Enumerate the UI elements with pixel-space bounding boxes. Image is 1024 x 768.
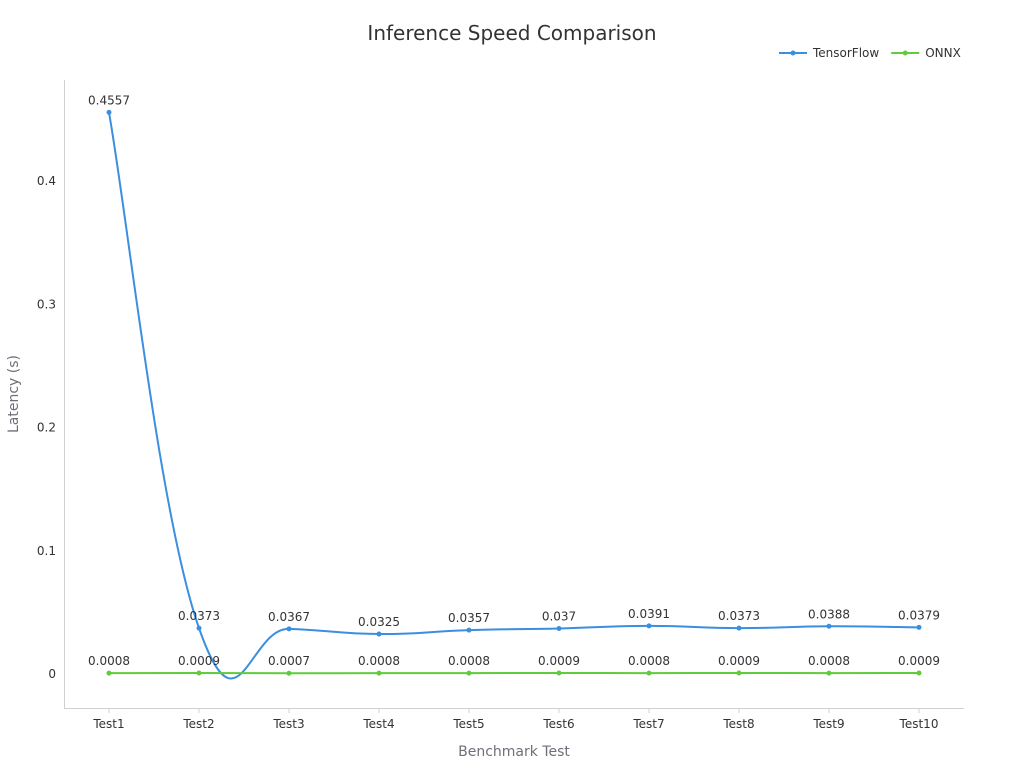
series-layer: 0.4557 0.0373 0.0367 0.0325 0.0357 0.037 0.039… (88, 93, 940, 680)
y-tick-label: 0.1 (37, 544, 56, 558)
data-label: 0.0009 (178, 654, 220, 668)
data-label: 0.0373 (178, 609, 220, 623)
data-point[interactable] (466, 670, 472, 676)
y-axis-title: Latency (s) (6, 355, 22, 433)
y-tick-label: 0.2 (37, 421, 56, 435)
data-point[interactable] (286, 626, 292, 632)
data-point[interactable] (466, 627, 472, 633)
data-point[interactable] (646, 670, 652, 676)
data-label: 0.0009 (718, 654, 760, 668)
legend-item-tensorflow[interactable]: TensorFlow (779, 46, 879, 60)
data-point[interactable] (556, 625, 562, 631)
data-label: 0.0373 (718, 609, 760, 623)
data-label: 0.0325 (358, 615, 400, 629)
data-label: 0.0008 (448, 654, 490, 668)
legend-item-onnx[interactable]: ONNX (891, 46, 961, 60)
data-point[interactable] (196, 625, 202, 631)
series-line (108, 112, 920, 680)
y-tick-label: 0 (48, 667, 56, 681)
x-axis-title: Benchmark Test (458, 744, 570, 760)
data-label: 0.0008 (808, 654, 850, 668)
y-axis-ticks: 0 0.1 0.2 0.3 0.4 (37, 174, 56, 681)
legend-label: ONNX (925, 46, 961, 60)
y-tick-label: 0.4 (37, 174, 56, 188)
data-label: 0.0379 (898, 608, 940, 622)
data-point[interactable] (736, 625, 742, 631)
data-point[interactable] (736, 670, 742, 676)
x-tick-label: Test9 (812, 717, 844, 731)
data-label: 0.0357 (448, 611, 490, 625)
data-label: 0.0367 (268, 610, 310, 624)
x-tick-label: Test10 (899, 717, 939, 731)
x-tick-label: Test8 (722, 717, 754, 731)
data-point[interactable] (106, 670, 112, 676)
data-label: 0.0008 (88, 654, 130, 668)
data-label: 0.0008 (358, 654, 400, 668)
data-label: 0.0009 (538, 654, 580, 668)
data-label: 0.0008 (628, 654, 670, 668)
data-point[interactable] (106, 109, 112, 115)
data-point[interactable] (286, 670, 292, 676)
x-tick-label: Test2 (182, 717, 214, 731)
data-point[interactable] (916, 624, 922, 630)
data-label: 0.4557 (88, 93, 130, 107)
x-tick-label: Test1 (92, 717, 124, 731)
series-onnx: 0.0008 0.0009 0.0007 0.0008 0.0008 0.0009 0.00… (88, 654, 940, 676)
x-tick-label: Test4 (362, 717, 394, 731)
legend-marker (902, 50, 908, 56)
legend[interactable]: TensorFlow ONNX (779, 46, 961, 60)
x-axis-ticks: Test1 Test2 Test3 Test4 Test5 Test6 Test7 Test8… (92, 708, 938, 731)
data-label: 0.0007 (268, 654, 310, 668)
legend-label: TensorFlow (812, 46, 879, 60)
data-point[interactable] (196, 670, 202, 676)
x-tick-label: Test3 (272, 717, 304, 731)
x-tick-label: Test6 (542, 717, 574, 731)
data-label: 0.0391 (628, 607, 670, 621)
data-point[interactable] (646, 623, 652, 629)
chart-title: Inference Speed Comparison (367, 21, 656, 45)
series-tensorflow: 0.4557 0.0373 0.0367 0.0325 0.0357 0.037 0.039… (88, 93, 940, 680)
data-point[interactable] (376, 631, 382, 637)
data-point[interactable] (916, 670, 922, 676)
data-label: 0.0009 (898, 654, 940, 668)
data-label: 0.037 (542, 609, 576, 623)
y-tick-label: 0.3 (37, 297, 56, 311)
data-point[interactable] (826, 623, 832, 629)
data-label: 0.0388 (808, 607, 850, 621)
data-point[interactable] (826, 670, 832, 676)
data-point[interactable] (556, 670, 562, 676)
x-tick-label: Test7 (632, 717, 664, 731)
data-point[interactable] (376, 670, 382, 676)
x-tick-label: Test5 (452, 717, 484, 731)
legend-marker (790, 50, 796, 56)
